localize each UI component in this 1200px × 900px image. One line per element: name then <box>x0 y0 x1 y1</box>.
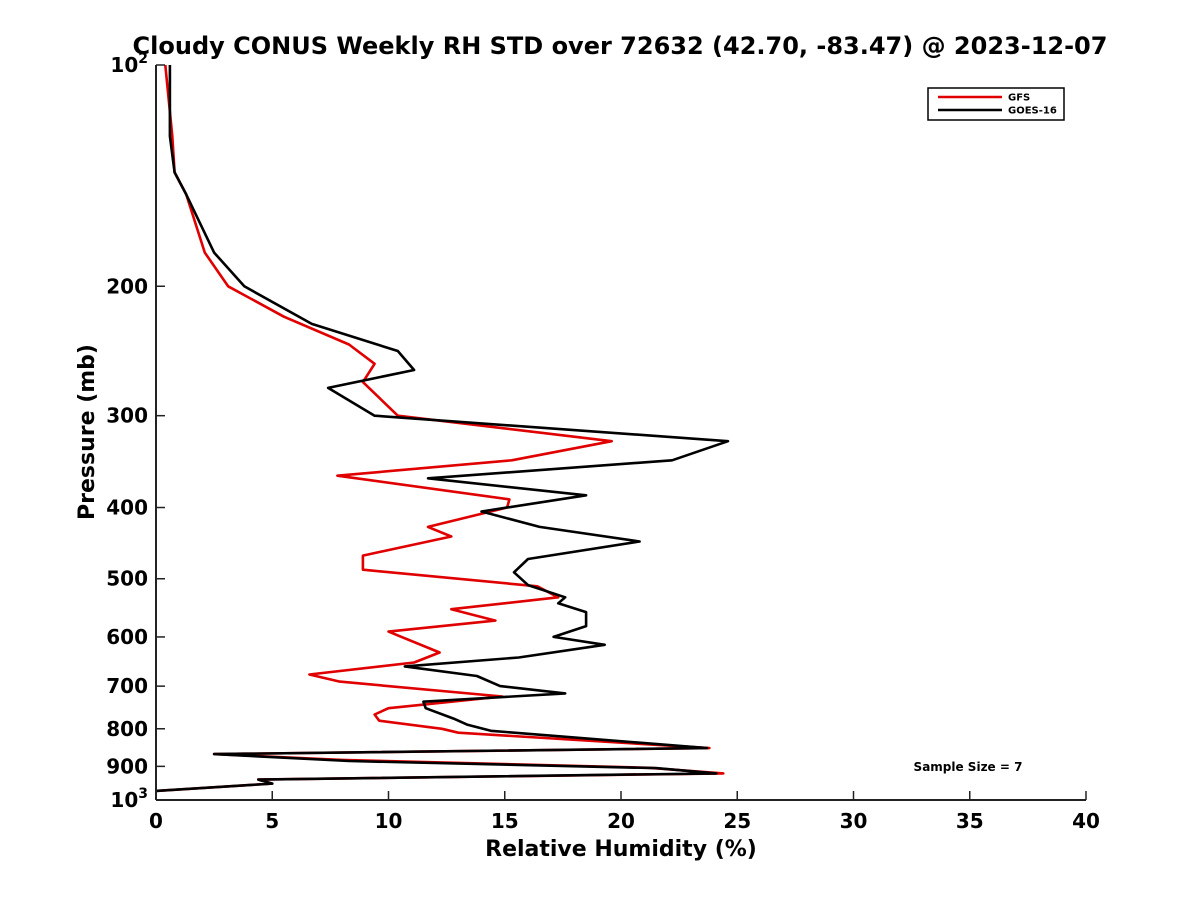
x-tick-label: 25 <box>723 809 751 833</box>
x-axis-ticks: 0 5 10 15 20 25 30 35 40 <box>149 791 1100 833</box>
y-axis-label: Pressure (mb) <box>75 344 100 520</box>
x-tick-label: 15 <box>491 809 519 833</box>
y-tick-label: 400 <box>106 496 148 520</box>
y-tick-label: 500 <box>106 567 148 591</box>
y-tick-label: 700 <box>106 674 148 698</box>
y-tick-label: 300 <box>106 404 148 428</box>
series-layer <box>155 64 730 793</box>
series-line-gfs <box>155 64 725 793</box>
y-tick-label: 600 <box>106 625 148 649</box>
plot-area: 0 5 10 15 20 25 30 35 40 10220030040050060070080… <box>106 51 1100 833</box>
x-tick-label: 30 <box>840 809 868 833</box>
legend-label-gfs: GFS <box>1008 93 1030 104</box>
legend: GFS GOES-16 <box>927 87 1065 121</box>
y-tick-label: 900 <box>106 754 148 778</box>
series-line-goes16 <box>155 65 730 793</box>
legend-box <box>927 87 1065 121</box>
y-tick-label: 200 <box>106 274 148 298</box>
x-tick-label: 40 <box>1072 809 1100 833</box>
sample-size-annotation: Sample Size = 7 <box>914 760 1023 774</box>
y-tick-label: 800 <box>106 717 148 741</box>
x-tick-label: 20 <box>607 809 635 833</box>
x-tick-label: 10 <box>375 809 403 833</box>
x-tick-label: 0 <box>149 809 163 833</box>
chart-title: Cloudy CONUS Weekly RH STD over 72632 (4… <box>133 32 1108 60</box>
x-tick-label: 5 <box>265 809 279 833</box>
x-axis-label: Relative Humidity (%) <box>485 837 757 862</box>
legend-label-goes16: GOES-16 <box>1008 106 1057 117</box>
x-tick-label: 35 <box>956 809 984 833</box>
